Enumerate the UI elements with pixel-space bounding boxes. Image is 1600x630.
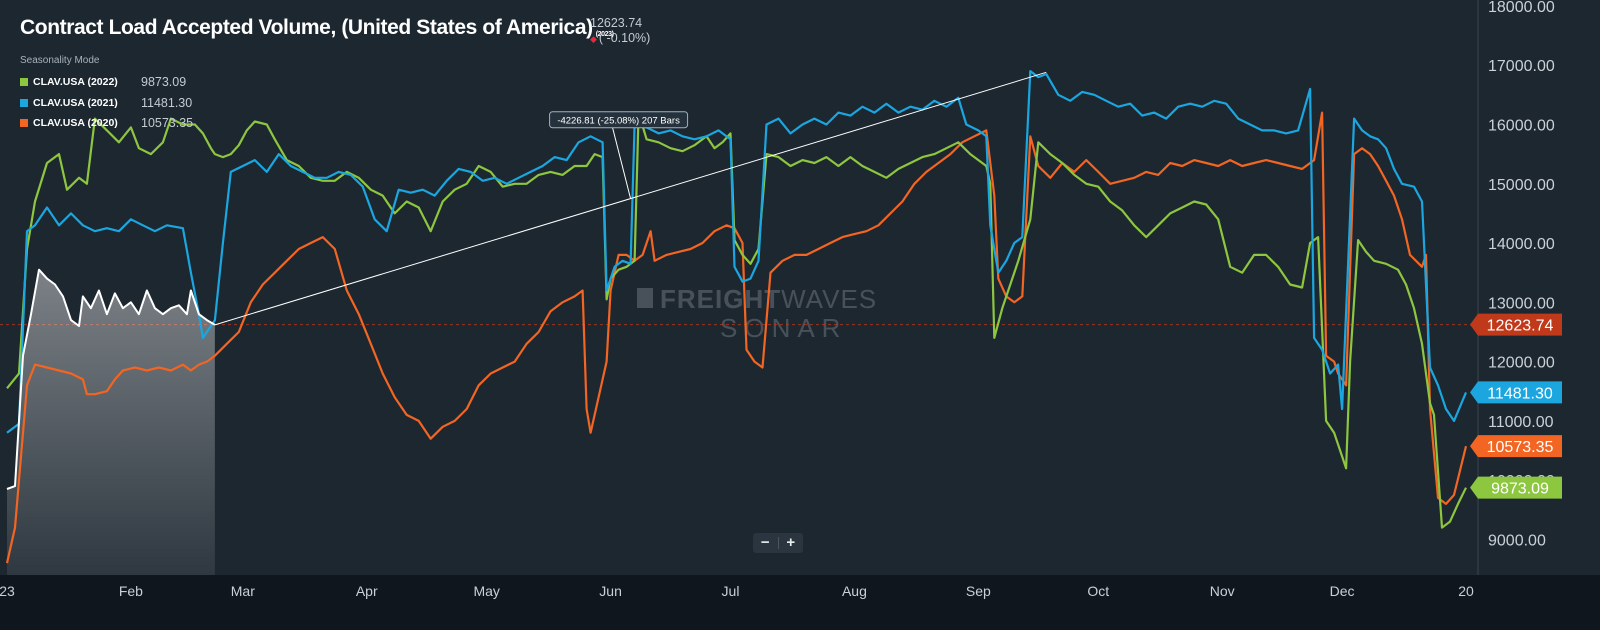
y-tick-label: 15000.00 <box>1488 177 1555 194</box>
last-value-tag <box>1470 313 1562 336</box>
x-axis: 23 Feb Mar Apr May Jun Jul Aug Sep Oct Nov Dec 20 <box>0 583 1474 599</box>
x-tick-label: Feb <box>119 583 143 599</box>
seasonality-mode-label: Seasonality Mode <box>20 55 100 66</box>
watermark-line1: FREIGHTWAVES <box>660 284 877 314</box>
zoom-controls: − + <box>753 533 803 553</box>
legend-item-2020[interactable]: CLAV.USA (2020) 10573.35 <box>20 113 193 134</box>
x-tick-label: 20 <box>1458 583 1474 599</box>
legend: CLAV.USA (2022) 9873.09 CLAV.USA (2021) … <box>20 72 193 134</box>
last-value-box: 12623.74 ◆( -0.10%) <box>590 16 650 47</box>
current-year-area <box>7 269 215 575</box>
y-axis: 9000.0010000.0011000.0012000.0013000.001… <box>1488 0 1555 549</box>
last-value-tag <box>1470 435 1562 458</box>
x-tick-label: Nov <box>1210 583 1235 599</box>
zoom-in-button[interactable]: + <box>786 534 796 551</box>
last-change-text: ( -0.10%) <box>598 31 651 45</box>
legend-value: 10573.35 <box>141 116 194 131</box>
current-year-area-layer <box>7 269 215 575</box>
x-tick-label: Mar <box>231 583 255 599</box>
x-tick-label: Jun <box>599 583 622 599</box>
last-value-tag-text: 12623.74 <box>1487 318 1554 335</box>
legend-name: CLAV.USA (2021) <box>33 96 118 109</box>
y-tick-label: 13000.00 <box>1488 295 1555 312</box>
y-tick-label: 14000.00 <box>1488 236 1555 253</box>
legend-name: CLAV.USA (2020) <box>33 117 118 130</box>
series-line-current <box>6 268 216 490</box>
freightwaves-sonar-watermark: FREIGHTWAVES SONAR <box>637 284 877 343</box>
x-tick-label: Oct <box>1087 583 1109 599</box>
x-tick-label: Apr <box>356 583 378 599</box>
watermark-line2: SONAR <box>720 313 847 343</box>
zoom-divider <box>777 537 779 549</box>
legend-value: 9873.09 <box>141 75 187 90</box>
last-change: ◆( -0.10%) <box>590 31 650 47</box>
legend-swatch-2022 <box>20 78 28 87</box>
x-axis-strip <box>0 575 1600 630</box>
x-tick-label: Sep <box>966 583 991 599</box>
measure-label-box <box>549 111 689 129</box>
y-tick-label: 16000.00 <box>1488 117 1555 134</box>
change-diamond-icon: ◆ <box>590 34 597 44</box>
y-tick-label: 12000.00 <box>1488 355 1555 372</box>
chart-header: Contract Load Accepted Volume, (United S… <box>20 16 614 40</box>
plot-background <box>0 0 1478 575</box>
chart-title-year: (2023) <box>595 31 614 38</box>
last-value-labels: 12623.74 11481.30 10573.35 9873.09 <box>1470 313 1562 499</box>
measure-callout-line <box>612 127 632 199</box>
measure-label: -4226.81 (-25.08%) 207 Bars <box>557 116 680 127</box>
y-tick-label: 11000.00 <box>1488 414 1554 431</box>
legend-swatch-2021 <box>20 98 28 107</box>
measure-tool-layer[interactable]: -4226.81 (-25.08%) 207 Bars <box>214 71 1047 326</box>
legend-swatch-2020 <box>20 119 28 128</box>
series-line-2021 <box>6 70 1468 434</box>
series-layer <box>5 70 1468 564</box>
legend-value: 11481.30 <box>141 95 193 110</box>
last-value-tag <box>1470 476 1562 499</box>
x-tick-label: Aug <box>842 583 867 599</box>
x-tick-label: Dec <box>1330 583 1355 599</box>
x-tick-label: Jul <box>722 583 740 599</box>
y-tick-label: 18000.00 <box>1488 0 1555 16</box>
legend-name: CLAV.USA (2022) <box>33 76 118 89</box>
x-tick-label: 23 <box>0 583 15 599</box>
series-line-2020 <box>5 111 1468 564</box>
last-value-tag-text: 9873.09 <box>1491 481 1549 498</box>
x-tick-label: May <box>473 583 499 599</box>
chart-title: Contract Load Accepted Volume, (United S… <box>20 16 593 39</box>
zoom-out-button[interactable]: − <box>760 534 770 551</box>
legend-item-2021[interactable]: CLAV.USA (2021) 11481.30 <box>20 93 193 114</box>
y-tick-label: 17000.00 <box>1488 58 1555 75</box>
last-value-tag-text: 11481.30 <box>1487 385 1553 402</box>
last-value-tag <box>1470 381 1562 404</box>
watermark-logo-icon <box>637 288 653 308</box>
last-value: 12623.74 <box>590 16 643 30</box>
y-tick-label: 9000.00 <box>1488 532 1546 549</box>
legend-item-2022[interactable]: CLAV.USA (2022) 9873.09 <box>20 72 193 93</box>
last-value-tag-text: 10573.35 <box>1487 439 1554 456</box>
